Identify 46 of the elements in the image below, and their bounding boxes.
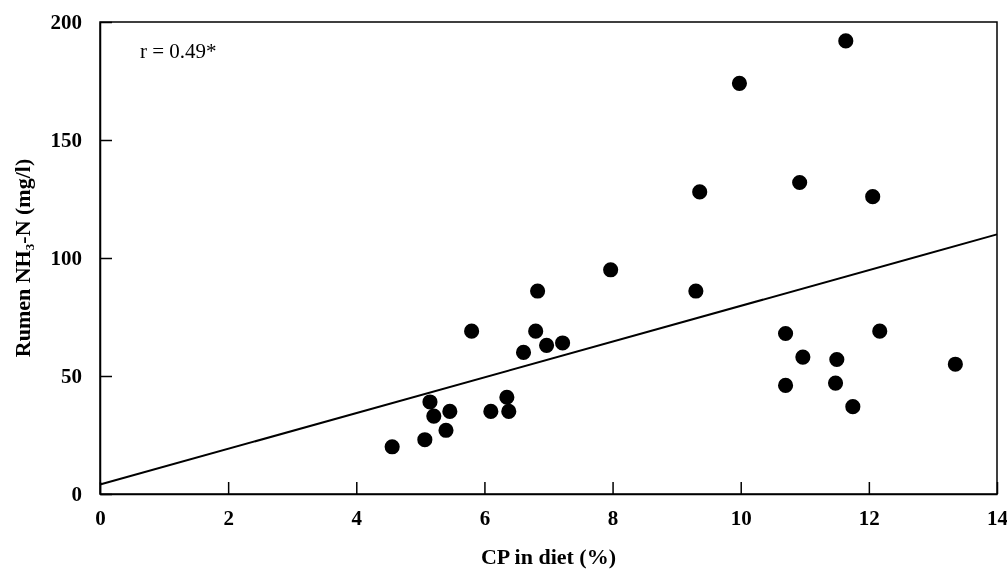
point (442, 403, 458, 419)
point (464, 323, 480, 339)
x-tick-label: 2 (223, 505, 234, 530)
point (778, 325, 794, 342)
y-tick-label: 50 (61, 364, 82, 389)
point (422, 394, 438, 410)
point (778, 377, 794, 393)
point (731, 75, 747, 91)
point (539, 337, 555, 353)
point (483, 403, 499, 419)
point (872, 323, 888, 339)
point (795, 349, 811, 365)
point (426, 408, 442, 424)
x-tick-label: 0 (95, 505, 106, 530)
y-tick-label: 150 (50, 128, 82, 153)
point (845, 399, 861, 415)
y-tick-label: 0 (71, 482, 82, 507)
point (555, 335, 571, 351)
x-tick-label: 14 (987, 505, 1007, 530)
point (499, 389, 515, 405)
point (515, 344, 532, 360)
x-tick-label: 10 (730, 505, 752, 530)
point (528, 323, 544, 339)
y-axis-title: Rumen NH₃-N (mg/l) (10, 158, 35, 358)
point (865, 189, 881, 205)
point (501, 403, 517, 419)
x-tick-label: 4 (351, 505, 363, 530)
point (384, 439, 400, 455)
point (438, 422, 454, 438)
point (829, 351, 845, 368)
annotation: r = 0.49* (140, 39, 217, 63)
x-tick-label: 6 (479, 505, 491, 530)
y-tick-label: 200 (50, 10, 82, 35)
point (417, 432, 433, 448)
point (692, 184, 708, 200)
point (530, 283, 546, 299)
point (792, 174, 808, 191)
point (603, 262, 619, 278)
x-tick-label: 8 (607, 505, 619, 530)
point (947, 356, 963, 372)
x-axis-title: CP in diet (%) (480, 544, 617, 569)
y-tick-label: 100 (50, 246, 82, 271)
point (838, 33, 854, 49)
point (688, 283, 704, 299)
point (827, 375, 844, 391)
x-tick-label: 12 (858, 505, 880, 530)
